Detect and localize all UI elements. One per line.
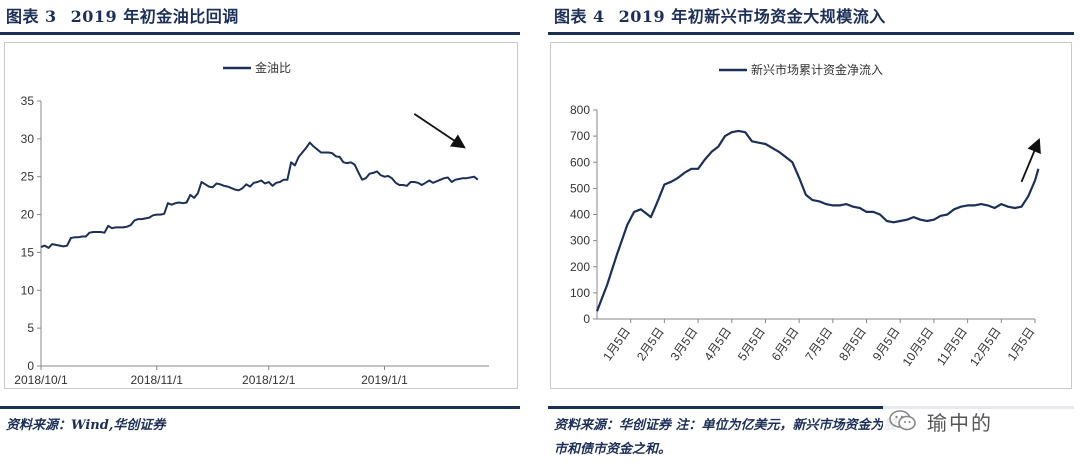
x-tick-label: 9月5日 [870, 325, 903, 364]
right-figure-number: 4 [593, 7, 605, 26]
right-source-note-line1: 资料来源：华创证券 注：单位为亿美元，新兴市场资金为股 [554, 418, 897, 433]
x-tick-label: 8月5日 [836, 325, 869, 364]
y-tick-label: 0 [27, 359, 34, 373]
right-figure-prefix: 图表 [554, 7, 588, 26]
y-tick-label: 25 [21, 170, 35, 184]
trend-arrow-up [1020, 138, 1041, 183]
left-figure-title-text: 2019 年初金油比回调 [70, 7, 239, 26]
trend-arrow-down [413, 113, 466, 149]
left-top-rule [0, 32, 520, 35]
x-tick-label: 12月5日 [967, 325, 1004, 369]
legend-label: 金油比 [255, 60, 291, 75]
y-tick-label: 600 [570, 155, 590, 169]
wechat-icon [889, 410, 916, 431]
y-tick-label: 700 [570, 129, 590, 143]
gold-oil-ratio-chart: 0 5 10 15 20 25 30 35 2018/10/1 2018/11/1 2018/12/… [14, 60, 489, 387]
x-tick-label: 7月5日 [802, 325, 835, 364]
y-tick-label: 800 [570, 103, 590, 117]
x-tick-label: 2018/11/1 [130, 373, 183, 387]
series-line-gold-oil [40, 141, 479, 249]
y-tick-label: 20 [21, 208, 35, 222]
right-chart-frame: 0 100 200 300 400 500 600 700 800 1月5日 2月5日 3月5日 4月5… [550, 42, 1072, 389]
x-tick-label: 1月5日 [1005, 325, 1038, 364]
y-tick-label: 300 [570, 234, 590, 248]
y-tick-label: 200 [570, 260, 590, 274]
left-figure-prefix: 图表 [6, 7, 40, 26]
watermark-text: 瑜中的 [927, 410, 993, 435]
left-bottom-rule [0, 406, 520, 409]
left-figure-number: 3 [45, 7, 57, 26]
y-tick-label: 15 [21, 245, 35, 259]
y-tick-label: 500 [570, 181, 590, 195]
legend-label: 新兴市场累计资金净流入 [751, 62, 883, 77]
x-tick-label: 5月5日 [735, 325, 768, 364]
y-tick-label: 10 [21, 283, 35, 297]
x-tick-label: 2月5日 [634, 325, 667, 364]
x-tick-label: 10月5日 [900, 325, 937, 369]
left-figure-title: 图表 3 2019 年初金油比回调 [6, 3, 239, 27]
x-tick-label: 11月5日 [934, 325, 970, 368]
right-top-rule [548, 32, 1074, 35]
x-tick-label: 2018/12/1 [242, 373, 296, 387]
y-tick-label: 0 [583, 312, 590, 326]
y-tick-label: 100 [570, 286, 590, 300]
x-tick-label: 4月5日 [701, 325, 734, 364]
right-bottom-rule [548, 406, 1074, 409]
left-chart-frame: 0 5 10 15 20 25 30 35 2018/10/1 2018/11/1 2018/12/… [4, 42, 518, 389]
right-figure-title: 图表 4 2019 年初新兴市场资金大规模流入 [554, 3, 886, 27]
left-source-note: 资料来源：Wind,华创证券 [6, 418, 166, 433]
y-tick-label: 400 [570, 208, 590, 222]
x-tick-label: 2018/10/1 [14, 373, 68, 387]
y-tick-label: 35 [21, 94, 35, 108]
x-tick-label: 1月5日 [600, 325, 633, 364]
x-tick-label: 2019/1/1 [361, 373, 408, 387]
x-tick-label: 3月5日 [668, 325, 701, 364]
wechat-watermark: 瑜中的 [883, 404, 1079, 438]
right-source-note-line2: 市和债市资金之和。 [554, 442, 672, 457]
series-line-em-inflow [595, 129, 1040, 312]
y-tick-label: 5 [27, 321, 34, 335]
x-tick-label: 6月5日 [769, 325, 802, 364]
y-tick-label: 30 [21, 132, 35, 146]
right-figure-title-text: 2019 年初新兴市场资金大规模流入 [618, 7, 886, 26]
